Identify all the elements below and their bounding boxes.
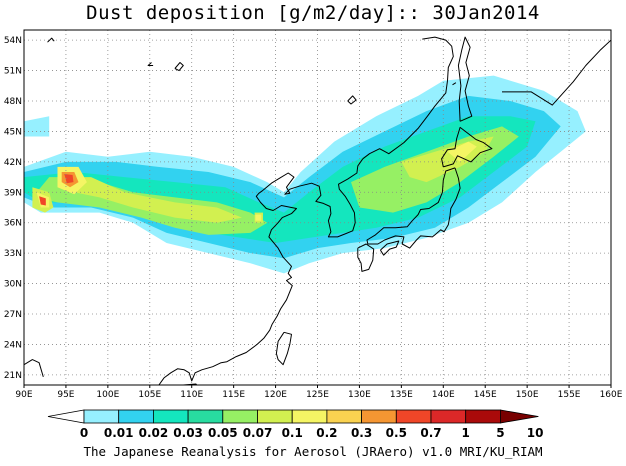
coastline bbox=[24, 359, 44, 378]
lon-tick-label: 130E bbox=[348, 390, 371, 400]
colorbar-segment bbox=[326, 409, 362, 424]
coastline bbox=[441, 126, 493, 168]
colorbar-segment bbox=[118, 409, 154, 424]
colorbar-segment bbox=[395, 409, 432, 424]
colorbar-segment bbox=[257, 409, 293, 424]
colorbar-label: 0.05 bbox=[208, 426, 238, 440]
colorbar-segment bbox=[152, 409, 189, 424]
lat-tick-label: 27N bbox=[4, 310, 22, 320]
coastline bbox=[262, 172, 295, 195]
lon-tick-label: 110E bbox=[180, 390, 203, 400]
lon-tick-label: 100E bbox=[96, 390, 119, 400]
colorbar-label: 0.7 bbox=[420, 426, 441, 440]
coastline bbox=[502, 39, 611, 106]
colorbar-label: 0.2 bbox=[316, 426, 337, 440]
lon-tick-label: 155E bbox=[558, 390, 581, 400]
colorbar-label: 0.3 bbox=[351, 426, 372, 440]
lat-tick-label: 24N bbox=[4, 340, 22, 350]
colorbar-label: 0.01 bbox=[104, 426, 134, 440]
lat-tick-label: 39N bbox=[4, 188, 22, 198]
coastline bbox=[366, 167, 461, 249]
dust-region-level-7 bbox=[255, 214, 262, 221]
dust-region-level-10 bbox=[39, 196, 46, 206]
colorbar-segment bbox=[187, 409, 224, 424]
credit-line: The Japanese Reanalysis for Aerosol (JRA… bbox=[83, 444, 543, 459]
coastline bbox=[357, 243, 375, 272]
lat-tick-label: 54N bbox=[4, 36, 22, 46]
colorbar-segment bbox=[291, 409, 328, 424]
coastline bbox=[347, 95, 357, 105]
map-title: Dust deposition [g/m2/day]:: 30Jan2014 bbox=[86, 2, 540, 24]
lat-tick-label: 30N bbox=[4, 280, 22, 290]
dust-region-level-7 bbox=[447, 141, 477, 162]
lon-tick-label: 135E bbox=[390, 390, 413, 400]
coastline bbox=[158, 189, 297, 385]
colorbar-segment bbox=[83, 409, 120, 424]
coastline bbox=[275, 331, 292, 366]
colorbar-segment bbox=[361, 409, 397, 424]
colorbar-label: 0.03 bbox=[173, 426, 203, 440]
coastline bbox=[362, 36, 454, 160]
lat-tick-label: 45N bbox=[4, 127, 22, 137]
colorbar-label: 1 bbox=[462, 426, 470, 440]
colorbar-label: 0 bbox=[80, 426, 88, 440]
colorbar-low-arrow bbox=[47, 409, 85, 424]
dust-region-level-6 bbox=[65, 177, 243, 223]
colorbar-label: 0.5 bbox=[386, 426, 407, 440]
lat-tick-label: 48N bbox=[4, 97, 22, 107]
coastline bbox=[289, 158, 364, 238]
lon-tick-label: 95E bbox=[57, 390, 74, 400]
coastline bbox=[47, 37, 55, 43]
colorbar-segment bbox=[465, 409, 501, 424]
colorbar-segment bbox=[430, 409, 467, 424]
coastline bbox=[452, 82, 457, 86]
coastline bbox=[457, 36, 473, 122]
dust-region-level-1 bbox=[24, 116, 50, 137]
dust-fill-layer bbox=[24, 75, 586, 274]
colorbar-segment bbox=[222, 409, 258, 424]
lon-tick-label: 90E bbox=[15, 390, 32, 400]
coastline bbox=[147, 62, 154, 66]
lat-tick-label: 42N bbox=[4, 158, 22, 168]
lon-tick-label: 115E bbox=[222, 390, 245, 400]
lat-tick-label: 36N bbox=[4, 219, 22, 229]
coastline bbox=[174, 62, 184, 72]
lat-tick-label: 33N bbox=[4, 249, 22, 259]
lon-tick-label: 125E bbox=[306, 390, 329, 400]
colorbar-high-arrow bbox=[499, 409, 539, 424]
lon-tick-label: 105E bbox=[138, 390, 161, 400]
coastline bbox=[379, 240, 400, 256]
lon-tick-label: 160E bbox=[600, 390, 623, 400]
lon-tick-label: 120E bbox=[264, 390, 287, 400]
lon-tick-label: 150E bbox=[516, 390, 539, 400]
colorbar-label: 0.1 bbox=[282, 426, 303, 440]
lon-tick-label: 140E bbox=[432, 390, 455, 400]
lat-tick-label: 51N bbox=[4, 67, 22, 77]
colorbar: 0 0.01 0.02 0.03 0.05 0.07 0.1 0.2 0.3 0.5 0.7 1 5 10 bbox=[47, 409, 544, 440]
colorbar-label: 5 bbox=[496, 426, 504, 440]
axis-ticks: 90E 95E 100E 105E 110E 115E 120E 125E 130E 135E 14… bbox=[4, 36, 623, 400]
dust-region-level-10 bbox=[64, 174, 74, 184]
colorbar-label: 10 bbox=[527, 426, 544, 440]
colorbar-label: 0.02 bbox=[139, 426, 169, 440]
colorbar-label: 0.07 bbox=[243, 426, 273, 440]
coastline-layer bbox=[24, 36, 611, 385]
lon-tick-label: 145E bbox=[474, 390, 497, 400]
lat-tick-label: 21N bbox=[4, 371, 22, 381]
